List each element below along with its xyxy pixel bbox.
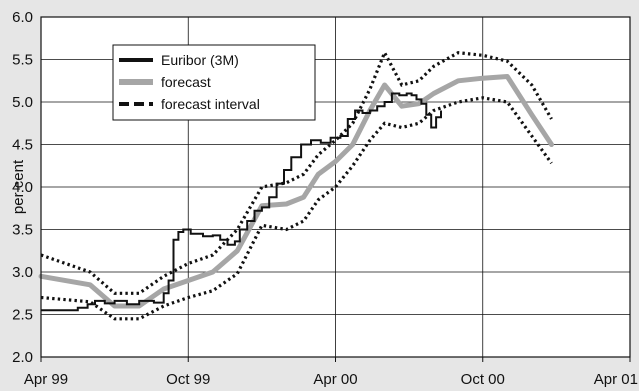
y-tick-label: 3.5: [12, 222, 33, 239]
y-tick-label: 2.0: [12, 349, 33, 366]
forecast-interval-lower-line: [40, 96, 553, 321]
x-tick-label: Oct 99: [166, 371, 210, 388]
x-tick-label: Apr 00: [313, 371, 357, 388]
y-tick-label: 6.0: [12, 9, 33, 26]
legend-euribor-label: Euribor (3M): [161, 52, 239, 68]
y-tick-label: 5.5: [12, 52, 33, 69]
y-tick-label: 4.5: [12, 137, 33, 154]
euribor-line: [41, 92, 442, 312]
y-tick-label: 2.5: [12, 307, 33, 324]
x-tick-label: Apr 99: [24, 371, 68, 388]
legend-forecast-interval-label: forecast interval: [161, 96, 260, 112]
x-tick-label: Oct 00: [461, 371, 505, 388]
forecast-line: [38, 74, 554, 309]
y-axis-label: per cent: [10, 159, 27, 214]
legend-box: [112, 44, 316, 121]
y-tick-label: 4.0: [12, 179, 33, 196]
plot-frame: [40, 16, 631, 358]
x-tick-label: Apr 01: [594, 371, 638, 388]
y-tick-label: 5.0: [12, 94, 33, 111]
legend-forecast-label: forecast: [161, 74, 211, 90]
y-tick-label: 3.0: [12, 264, 33, 281]
